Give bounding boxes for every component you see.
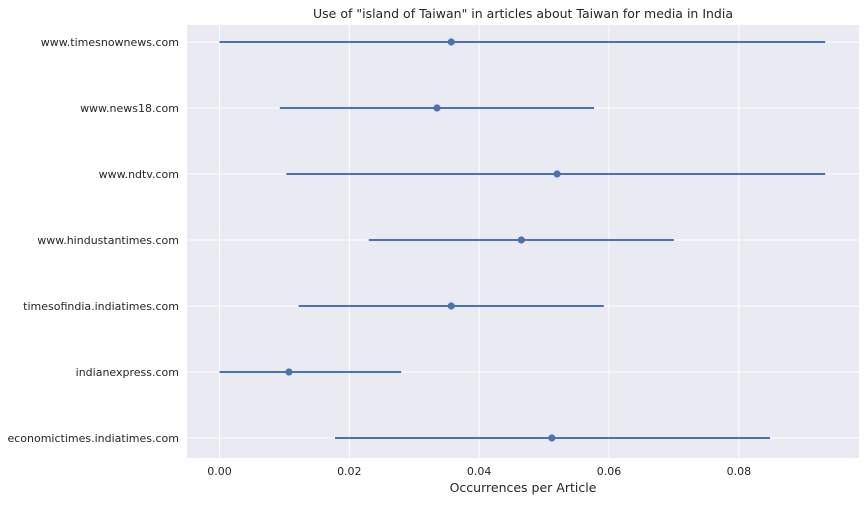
y-tick-label: www.ndtv.com: [99, 168, 179, 181]
data-point: [285, 368, 293, 376]
x-tick-label: 0.02: [337, 465, 362, 478]
y-tick-label: www.news18.com: [80, 102, 179, 115]
x-tick-label: 0.04: [467, 465, 492, 478]
x-tick-label: 0.06: [597, 465, 622, 478]
data-point: [517, 236, 525, 244]
y-tick-label: www.hindustantimes.com: [37, 234, 179, 247]
y-tick-labels: www.timesnownews.com www.news18.com www.nd…: [7, 36, 179, 445]
y-tick-label: economictimes.indiatimes.com: [7, 432, 179, 445]
data-point: [548, 434, 556, 442]
x-tick-label: 0.08: [727, 465, 752, 478]
x-tick-labels: 0.00 0.02 0.04 0.06 0.08: [207, 465, 751, 478]
data-point: [447, 38, 455, 46]
y-tick-label: timesofindia.indiatimes.com: [23, 300, 179, 313]
chart-title: Use of "island of Taiwan" in articles ab…: [313, 6, 733, 21]
x-axis-label: Occurrences per Article: [450, 480, 597, 495]
data-point: [447, 302, 455, 310]
data-point: [553, 170, 561, 178]
data-point: [433, 104, 441, 112]
y-tick-label: www.timesnownews.com: [41, 36, 179, 49]
x-tick-label: 0.00: [207, 465, 232, 478]
y-tick-label: indianexpress.com: [76, 366, 179, 379]
data-marks: [219, 38, 826, 442]
